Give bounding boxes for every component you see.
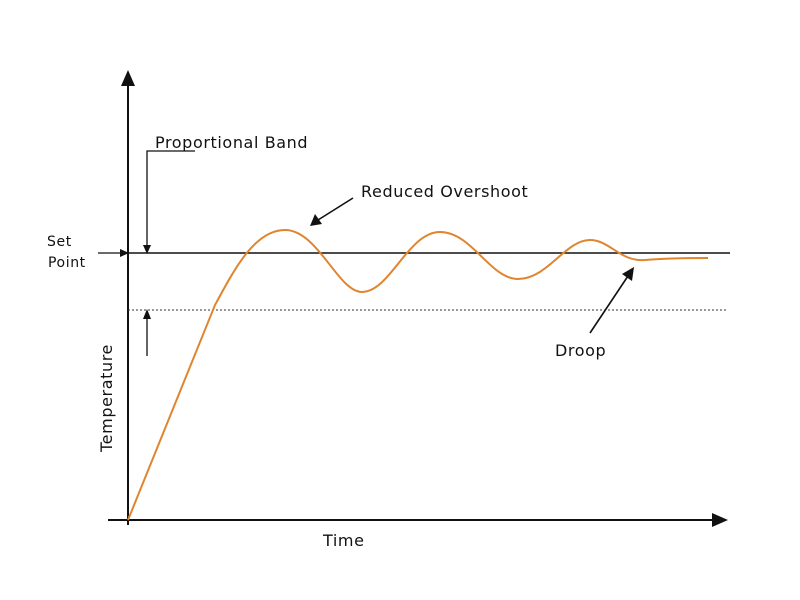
set-point-arrowhead: [120, 249, 129, 257]
proportional-band-bracket: [146, 150, 195, 252]
x-axis-arrowhead: [712, 513, 728, 527]
droop-label: Droop: [555, 341, 606, 360]
y-axis-arrowhead: [121, 70, 135, 86]
droop-arrowhead: [622, 267, 634, 281]
temperature-response-curve: [127, 228, 709, 521]
reduced-overshoot-arrow: [317, 197, 354, 221]
set-point-label-line1: Set: [47, 234, 72, 250]
proportional-band-up-arrowhead: [143, 309, 151, 319]
proportional-band-label: Proportional Band: [155, 133, 308, 152]
reduced-overshoot-label: Reduced Overshoot: [361, 182, 528, 201]
proportional-band-down-arrowhead: [143, 245, 151, 254]
y-axis-label: Temperature: [97, 344, 116, 453]
x-axis-label: Time: [322, 531, 365, 550]
reduced-overshoot-arrowhead: [310, 214, 322, 226]
droop-arrow: [589, 275, 629, 334]
set-point-label-line2: Point: [48, 255, 86, 271]
